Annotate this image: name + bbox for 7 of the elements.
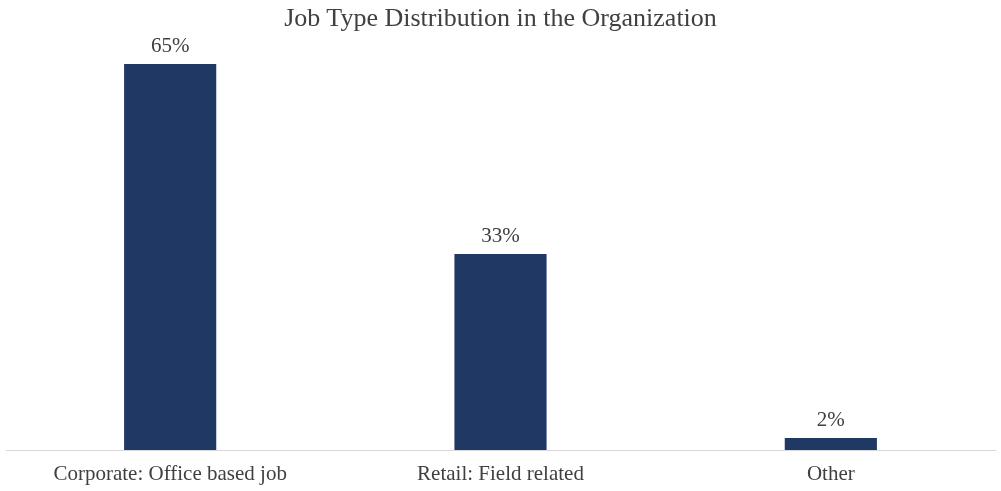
- chart-title: Job Type Distribution in the Organization: [284, 3, 717, 32]
- x-tick-label: Corporate: Office based job: [53, 460, 287, 485]
- data-label: 33%: [481, 223, 520, 248]
- data-label: 2%: [816, 407, 845, 432]
- data-label: 65%: [150, 33, 190, 57]
- x-tick-label: Other: [806, 460, 855, 485]
- x-tick-label: Retail: Field related: [417, 460, 585, 485]
